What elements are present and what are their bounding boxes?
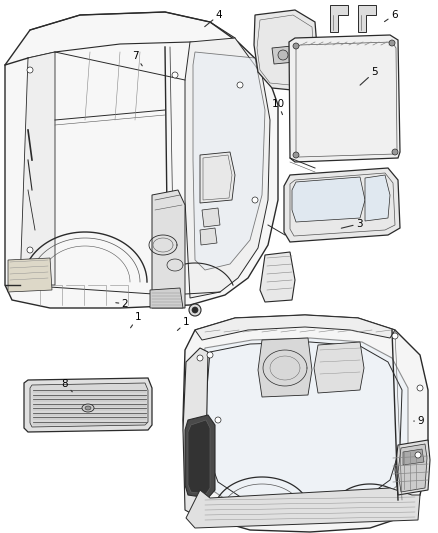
Polygon shape: [185, 415, 215, 498]
Polygon shape: [150, 288, 183, 308]
Polygon shape: [198, 338, 408, 512]
Polygon shape: [292, 177, 365, 222]
Polygon shape: [200, 152, 235, 203]
Circle shape: [192, 307, 198, 313]
Polygon shape: [254, 10, 318, 90]
Polygon shape: [8, 258, 52, 292]
Circle shape: [27, 247, 33, 253]
Polygon shape: [152, 190, 185, 308]
Text: 6: 6: [385, 10, 398, 22]
Text: 7: 7: [132, 51, 142, 66]
Text: 1: 1: [131, 312, 141, 328]
Polygon shape: [365, 175, 390, 221]
Text: 4: 4: [205, 10, 223, 27]
Circle shape: [252, 197, 258, 203]
Circle shape: [197, 355, 203, 361]
Circle shape: [215, 417, 221, 423]
Circle shape: [392, 149, 398, 155]
Circle shape: [293, 43, 299, 49]
Polygon shape: [258, 338, 312, 397]
Text: 10: 10: [272, 99, 285, 115]
Circle shape: [417, 385, 423, 391]
Polygon shape: [20, 52, 55, 285]
Text: 8: 8: [61, 379, 72, 392]
Ellipse shape: [85, 406, 91, 410]
Polygon shape: [395, 440, 430, 495]
Polygon shape: [5, 12, 278, 308]
Text: 3: 3: [341, 219, 363, 229]
Polygon shape: [195, 315, 395, 340]
Circle shape: [293, 152, 299, 158]
Polygon shape: [183, 315, 428, 532]
Polygon shape: [193, 52, 265, 270]
Polygon shape: [260, 252, 295, 302]
Polygon shape: [403, 449, 424, 465]
Polygon shape: [202, 208, 220, 227]
Polygon shape: [284, 168, 400, 242]
Polygon shape: [358, 5, 376, 32]
Polygon shape: [183, 348, 208, 516]
Circle shape: [27, 67, 33, 73]
Polygon shape: [200, 228, 217, 245]
Polygon shape: [398, 444, 427, 492]
Polygon shape: [24, 378, 152, 432]
Circle shape: [207, 352, 213, 358]
Polygon shape: [188, 420, 210, 494]
Polygon shape: [314, 342, 364, 393]
Circle shape: [189, 304, 201, 316]
Polygon shape: [272, 46, 295, 64]
Circle shape: [415, 452, 421, 458]
Polygon shape: [330, 5, 348, 32]
Polygon shape: [186, 488, 420, 528]
Polygon shape: [30, 383, 148, 427]
Circle shape: [389, 40, 395, 46]
Text: 2: 2: [116, 299, 128, 309]
Circle shape: [172, 72, 178, 78]
Circle shape: [278, 50, 288, 60]
Ellipse shape: [82, 404, 94, 412]
Text: 5: 5: [360, 67, 378, 85]
Polygon shape: [289, 35, 400, 162]
Text: 1: 1: [177, 318, 190, 330]
Circle shape: [392, 333, 398, 339]
Polygon shape: [185, 38, 270, 298]
Text: 9: 9: [414, 416, 424, 426]
Circle shape: [237, 82, 243, 88]
